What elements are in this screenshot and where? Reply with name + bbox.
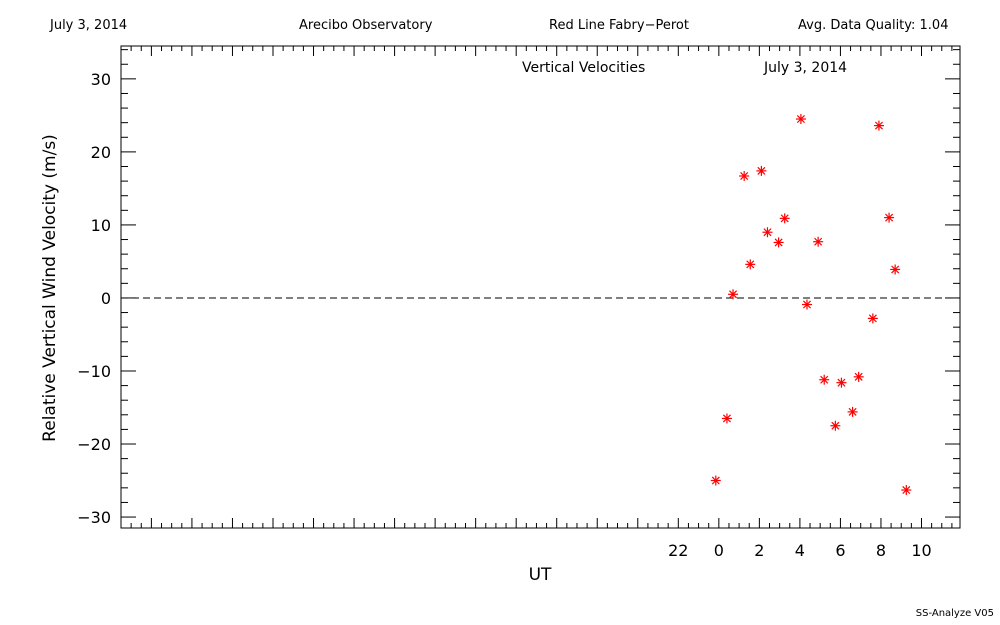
x-tick-label: 0 bbox=[714, 541, 724, 560]
x-tick-label: 22 bbox=[668, 541, 688, 560]
y-tick-label: 20 bbox=[91, 143, 111, 162]
chart-title: Vertical Velocities bbox=[522, 60, 645, 76]
data-point bbox=[847, 406, 858, 417]
data-point bbox=[867, 313, 878, 324]
y-tick-label: −30 bbox=[77, 508, 111, 527]
y-tick-label: 0 bbox=[101, 289, 111, 308]
axes-layer: 22 0 2 4 6 8 10 −30 −20 −10 0 10 20 30 bbox=[77, 46, 960, 560]
data-point bbox=[728, 289, 739, 300]
chart-subtitle: July 3, 2014 bbox=[763, 60, 847, 76]
data-point bbox=[721, 413, 732, 424]
header-quality: Avg. Data Quality: 1.04 bbox=[798, 18, 949, 33]
x-tick-label: 6 bbox=[835, 541, 845, 560]
data-point bbox=[901, 485, 912, 496]
data-point bbox=[779, 213, 790, 224]
data-point bbox=[801, 299, 812, 310]
data-point bbox=[819, 374, 830, 385]
header-observatory: Arecibo Observatory bbox=[299, 18, 433, 33]
data-point bbox=[745, 259, 756, 270]
y-tick-label: −10 bbox=[77, 362, 111, 381]
y-tick-label: 30 bbox=[91, 70, 111, 89]
y-tick-label: 10 bbox=[91, 216, 111, 235]
data-point bbox=[836, 377, 847, 388]
data-point bbox=[830, 420, 841, 431]
data-point bbox=[762, 227, 773, 238]
data-point bbox=[813, 236, 824, 247]
data-point bbox=[710, 475, 721, 486]
data-point bbox=[756, 165, 767, 176]
data-point bbox=[853, 371, 864, 382]
data-point bbox=[890, 264, 901, 275]
software-version: SS-Analyze V05 bbox=[915, 608, 994, 619]
data-point bbox=[739, 170, 750, 181]
x-tick-label: 4 bbox=[795, 541, 805, 560]
x-tick-label: 10 bbox=[911, 541, 931, 560]
header-date: July 3, 2014 bbox=[50, 18, 128, 33]
data-point bbox=[884, 212, 895, 223]
data-point bbox=[873, 120, 884, 131]
x-tick-label: 8 bbox=[876, 541, 886, 560]
y-tick-label: −20 bbox=[77, 435, 111, 454]
header-instrument: Red Line Fabry−Perot bbox=[549, 18, 689, 33]
plot-frame bbox=[120, 45, 961, 529]
data-point bbox=[773, 237, 784, 248]
x-axis-label: UT bbox=[529, 565, 552, 585]
x-tick-label: 2 bbox=[754, 541, 764, 560]
data-point bbox=[795, 114, 806, 125]
points-layer bbox=[710, 114, 912, 496]
y-axis-label: Relative Vertical Wind Velocity (m/s) bbox=[40, 134, 60, 442]
